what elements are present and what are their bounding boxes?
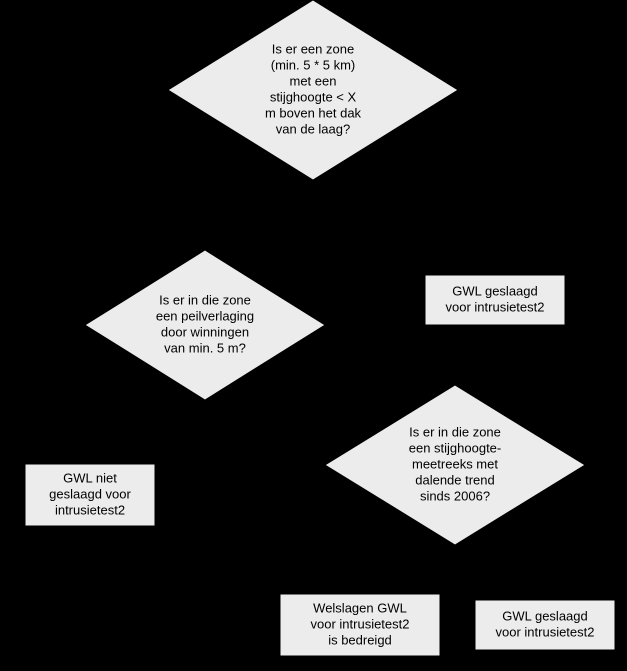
node-d1-line-1: (min. 5 * 5 km) [271,57,356,72]
node-r4: GWL geslaagdvoor intrusietest2 [475,600,615,650]
node-r2-line-0: GWL niet [63,470,117,485]
node-r4-line-0: GWL geslaagd [502,608,588,623]
node-r3-line-0: Welslagen GWL [313,600,407,615]
node-d3: Is er in die zoneeen stijghoogte-meetree… [325,385,585,545]
node-d3-line-1: een stijghoogte- [409,440,502,455]
node-d1-line-3: stijghoogte < X [270,89,357,104]
node-r2: GWL nietgeslaagd voorintrusietest2 [25,464,155,526]
node-d2-line-0: Is er in die zone [159,292,251,307]
node-r1-line-1: voor intrusietest2 [446,299,545,314]
node-d1-line-4: m boven het dak [265,105,362,120]
flowchart-canvas: Is er een zone(min. 5 * 5 km)met eenstij… [0,0,627,671]
node-d1-line-0: Is er een zone [272,41,354,56]
node-d2-line-2: door winningen [161,324,249,339]
node-d2: Is er in die zoneeen peilverlagingdoor w… [85,250,325,400]
node-r2-line-2: intrusietest2 [55,502,125,517]
node-r1: GWL geslaagdvoor intrusietest2 [425,275,565,325]
node-r2-line-1: geslaagd voor [49,486,131,501]
nodes-group: Is er een zone(min. 5 * 5 km)met eenstij… [25,0,615,656]
node-d1: Is er een zone(min. 5 * 5 km)met eenstij… [168,0,458,180]
node-d3-line-4: sinds 2006? [420,488,490,503]
node-d3-line-2: meetreeks met [412,456,498,471]
node-r4-line-1: voor intrusietest2 [496,624,595,639]
node-r3-line-2: is bedreigd [328,632,392,647]
node-d2-line-3: van min. 5 m? [164,340,246,355]
edges-group [90,180,545,600]
node-r3-line-1: voor intrusietest2 [311,616,410,631]
node-d1-line-5: van de laag? [276,121,350,136]
node-d1-line-2: met een [290,73,337,88]
node-d3-line-0: Is er in die zone [409,424,501,439]
node-d2-line-1: een peilverlaging [156,308,254,323]
node-d3-line-3: dalende trend [415,472,495,487]
node-r3: Welslagen GWLvoor intrusietest2is bedrei… [280,594,440,656]
node-r1-line-0: GWL geslaagd [452,283,538,298]
